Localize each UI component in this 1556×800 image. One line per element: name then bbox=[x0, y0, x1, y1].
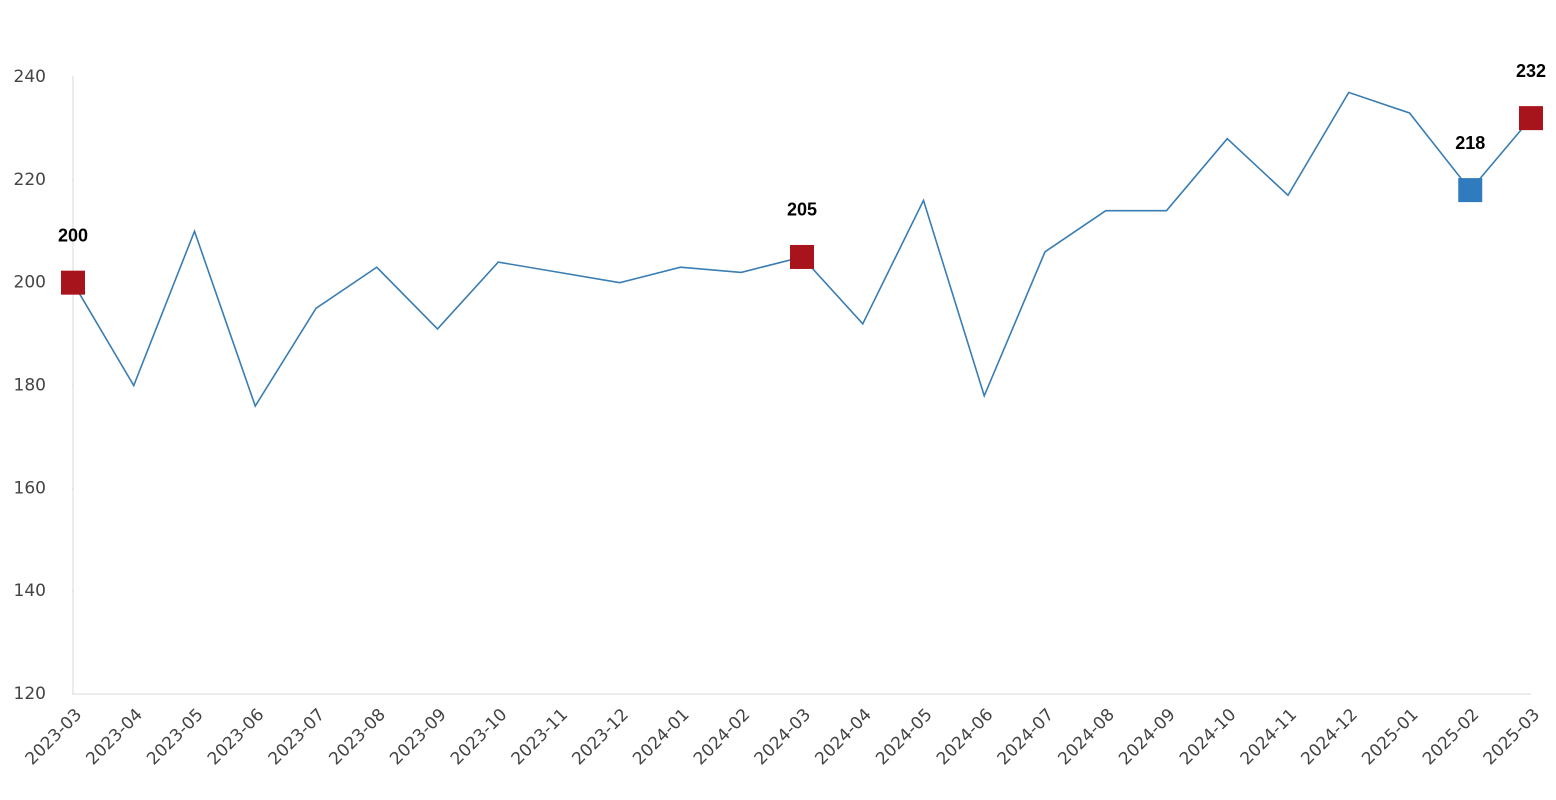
x-tick-label: 2024-08 bbox=[1054, 705, 1118, 769]
x-tick-label: 2023-12 bbox=[568, 705, 632, 769]
x-tick-label: 2024-11 bbox=[1237, 705, 1301, 769]
x-tick-label: 2023-05 bbox=[143, 705, 207, 769]
y-tick-label: 140 bbox=[14, 581, 46, 601]
x-tick-label: 2024-03 bbox=[751, 705, 815, 769]
y-tick-label: 160 bbox=[14, 478, 46, 498]
y-tick-label: 220 bbox=[14, 170, 46, 190]
x-tick-label: 2024-01 bbox=[629, 705, 693, 769]
x-tick-label: 2023-06 bbox=[204, 705, 268, 769]
data-label: 232 bbox=[1516, 61, 1546, 81]
x-tick-label: 2023-09 bbox=[386, 705, 450, 769]
y-tick-label: 240 bbox=[14, 67, 46, 87]
x-tick-label: 2023-07 bbox=[265, 705, 329, 769]
x-tick-label: 2023-03 bbox=[22, 705, 86, 769]
x-tick-label: 2023-04 bbox=[82, 705, 146, 769]
data-label: 200 bbox=[58, 225, 88, 245]
x-tick-label: 2024-10 bbox=[1176, 705, 1240, 769]
x-tick-label: 2024-09 bbox=[1115, 705, 1179, 769]
x-tick-label: 2024-04 bbox=[811, 705, 875, 769]
x-tick-label: 2024-06 bbox=[933, 705, 997, 769]
x-tick-label: 2024-02 bbox=[690, 705, 754, 769]
data-label: 218 bbox=[1455, 133, 1485, 153]
x-tick-label: 2024-07 bbox=[994, 705, 1058, 769]
x-tick-label: 2025-02 bbox=[1419, 705, 1483, 769]
x-tick-label: 2024-12 bbox=[1297, 705, 1361, 769]
data-label: 205 bbox=[787, 200, 817, 220]
y-tick-label: 180 bbox=[14, 376, 46, 396]
x-tick-label: 2023-08 bbox=[325, 705, 389, 769]
x-tick-label: 2023-10 bbox=[447, 705, 511, 769]
x-tick-label: 2025-01 bbox=[1358, 705, 1422, 769]
marker bbox=[61, 270, 85, 295]
y-tick-label: 120 bbox=[14, 684, 46, 704]
marker bbox=[1458, 178, 1483, 203]
marker bbox=[1519, 106, 1543, 131]
marker bbox=[790, 244, 814, 269]
x-tick-label: 2023-11 bbox=[508, 705, 572, 769]
x-tick-label: 2024-05 bbox=[872, 705, 936, 769]
x-tick-label: 2025-03 bbox=[1480, 705, 1544, 769]
y-tick-label: 200 bbox=[14, 273, 46, 293]
